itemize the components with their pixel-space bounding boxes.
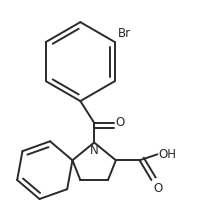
Text: O: O bbox=[153, 182, 163, 195]
Text: N: N bbox=[90, 144, 99, 157]
Text: Br: Br bbox=[117, 27, 131, 40]
Text: OH: OH bbox=[158, 148, 176, 161]
Text: O: O bbox=[116, 116, 125, 129]
